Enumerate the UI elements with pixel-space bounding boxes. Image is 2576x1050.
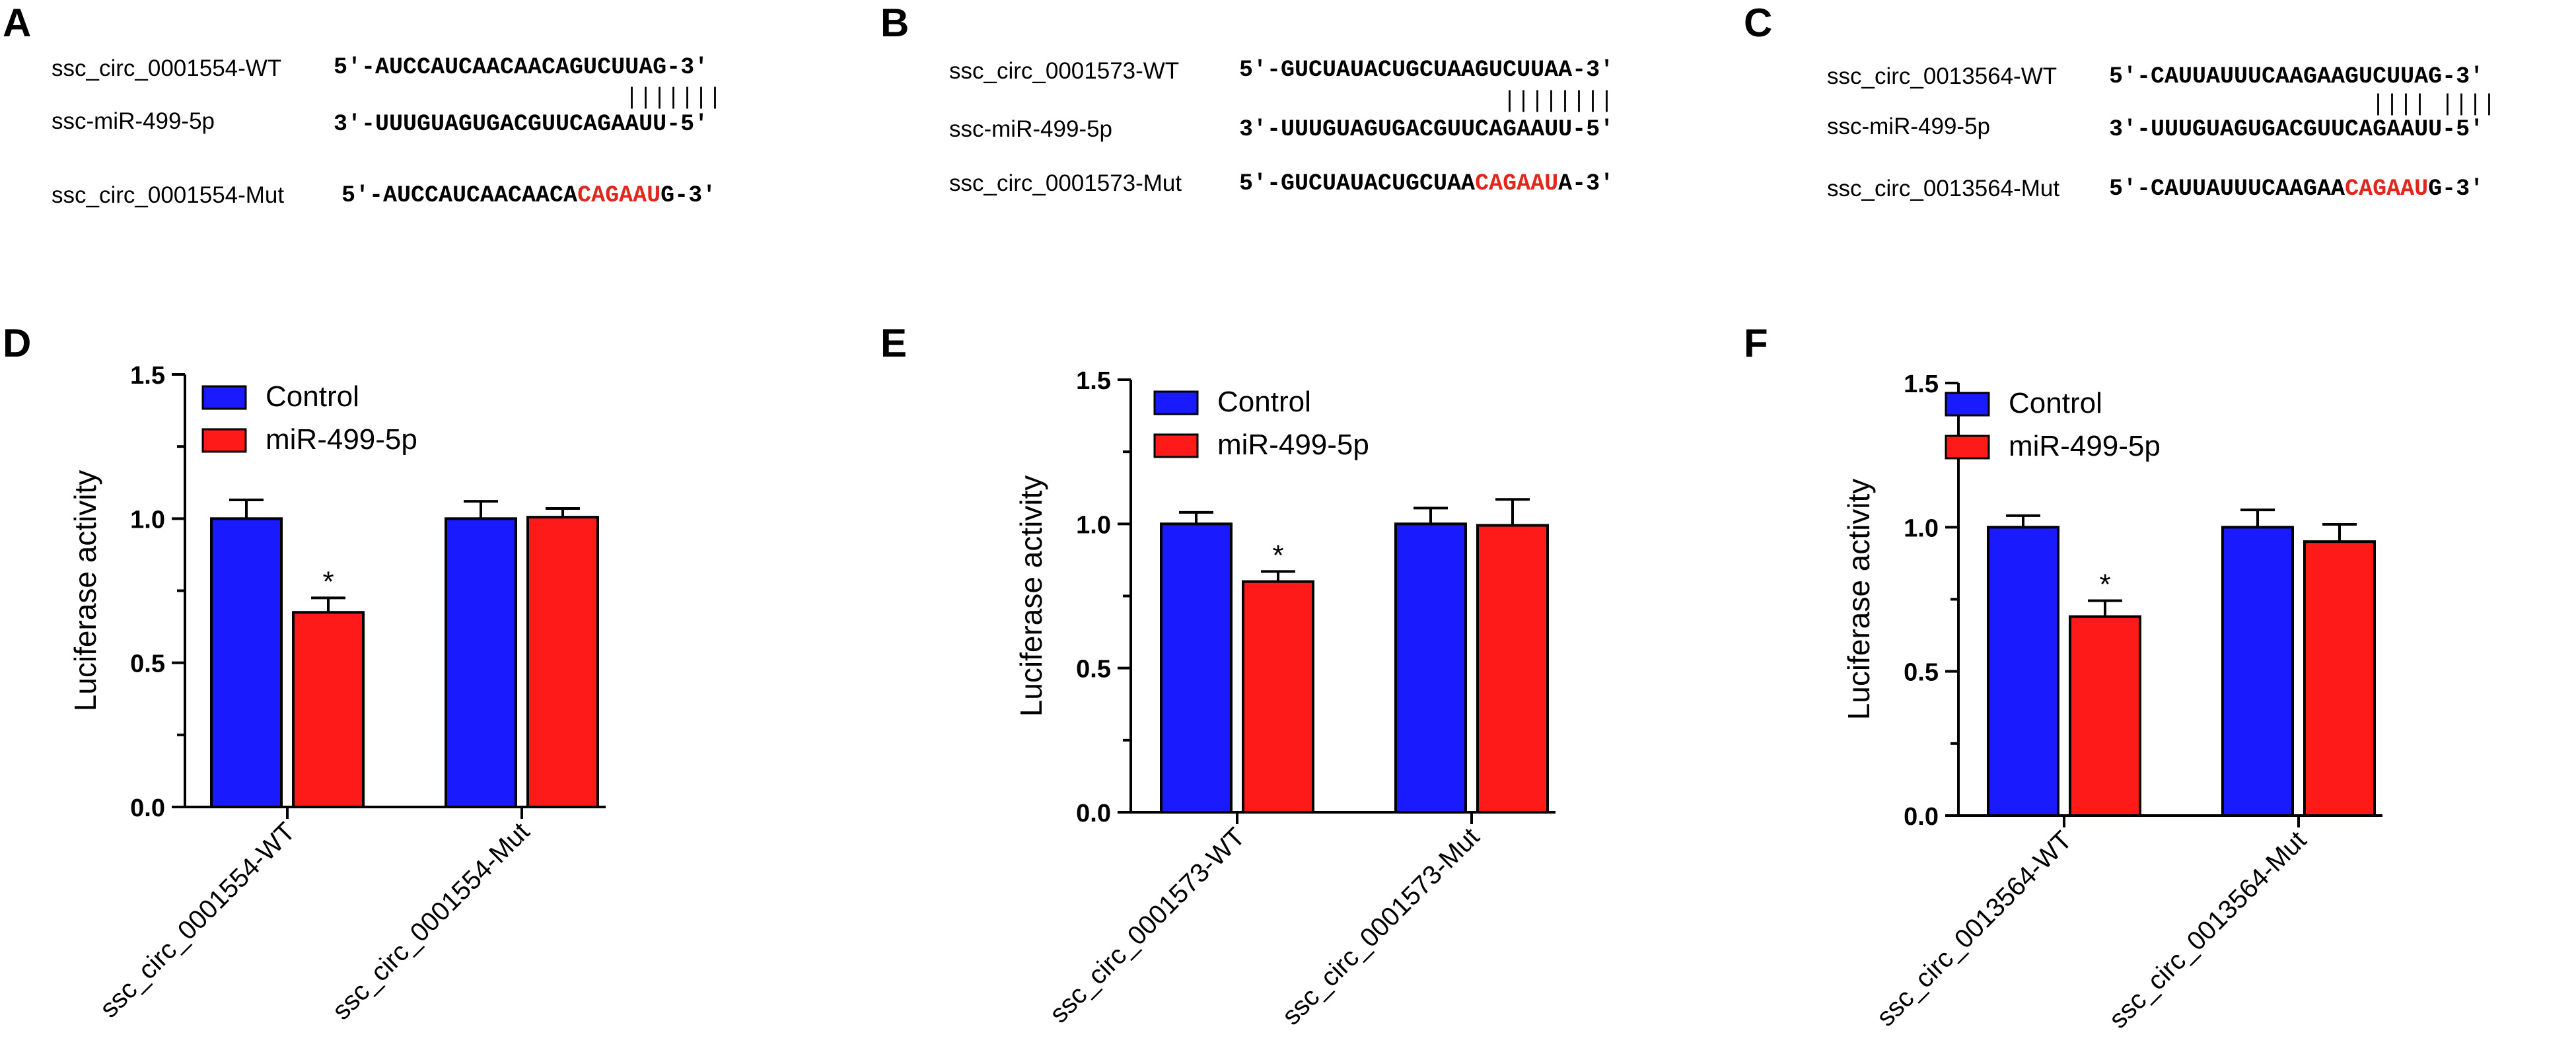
mir-name: ssc-miR-499-5p bbox=[52, 108, 215, 134]
legend-swatch bbox=[1945, 392, 1990, 417]
bar bbox=[445, 517, 517, 808]
y-tick-label: 0.0 bbox=[130, 794, 165, 822]
y-tick-label: 0.5 bbox=[1076, 656, 1111, 683]
significance-marker: * bbox=[1272, 539, 1283, 571]
mut-suffix: G-3′ bbox=[2428, 176, 2484, 202]
bar bbox=[1476, 524, 1549, 814]
legend-label: miR-499-5p bbox=[1217, 429, 1369, 461]
mut-highlight: CAGAAU bbox=[1475, 170, 1559, 197]
mut-highlight: CAGAAU bbox=[577, 182, 661, 209]
mut-name: ssc_circ_0001573-Mut bbox=[949, 170, 1182, 196]
y-tick-label: 1.5 bbox=[130, 362, 165, 390]
x-tick-label: ssc_circ_0013564-Mut bbox=[2104, 825, 2312, 1034]
significance-marker: * bbox=[2099, 569, 2110, 601]
mut-suffix: G-3′ bbox=[661, 182, 717, 209]
mut-sequence: 5′-CAUUAUUUCAAGAACAGAAUG-3′ bbox=[2109, 176, 2484, 202]
legend-label: Control bbox=[1217, 386, 1311, 418]
y-tick-label: 1.5 bbox=[1904, 370, 1939, 398]
panel-label-e: E bbox=[880, 321, 908, 365]
bar bbox=[292, 611, 365, 808]
legend-swatch bbox=[201, 385, 247, 410]
mut-name: ssc_circ_0013564-Mut bbox=[1827, 176, 2060, 201]
significance-marker: * bbox=[322, 565, 334, 598]
bar bbox=[2069, 615, 2141, 817]
mut-prefix: 5′-GUCUAUACUGCUAA bbox=[1239, 170, 1476, 197]
mir-sequence: 3′-UUUGUAGUGACGUUCAGAAUU-5′ bbox=[1239, 116, 1614, 143]
legend-label: miR-499-5p bbox=[2009, 430, 2161, 462]
panel-label-c: C bbox=[1744, 1, 1773, 45]
pairing-lines: |||| |||| bbox=[2371, 91, 2497, 118]
panel-label-a: A bbox=[3, 1, 32, 45]
y-axis-label: Luciferase activity bbox=[1842, 479, 1876, 720]
legend-label: Control bbox=[266, 380, 359, 413]
y-tick-label: 1.5 bbox=[1076, 367, 1111, 395]
y-tick-label: 0.0 bbox=[1076, 800, 1111, 827]
legend-swatch bbox=[1153, 390, 1199, 415]
bar bbox=[1242, 580, 1314, 814]
bar bbox=[2221, 526, 2294, 817]
mir-name: ssc-miR-499-5p bbox=[1827, 114, 1990, 139]
y-axis-label: Luciferase activity bbox=[68, 470, 102, 712]
mut-prefix: 5′-CAUUAUUUCAAGAA bbox=[2109, 176, 2345, 202]
wt-name: ssc_circ_0001573-WT bbox=[949, 58, 1180, 84]
wt-name: ssc_circ_0001554-WT bbox=[52, 55, 282, 81]
x-tick-label: ssc_circ_0013564-WT bbox=[1871, 825, 2077, 1032]
mut-prefix: 5′-AUCCAUCAACAACA bbox=[341, 182, 578, 209]
y-tick-label: 1.0 bbox=[1076, 511, 1111, 539]
pairing-lines: |||||||| bbox=[1503, 88, 1614, 114]
wt-sequence: 5′-AUCCAUCAACAACAGUCUUAG-3′ bbox=[334, 54, 709, 81]
pairing-lines: ||||||| bbox=[625, 85, 723, 111]
mut-sequence: 5′-GUCUAUACUGCUAACAGAAUA-3′ bbox=[1239, 170, 1614, 197]
panel-label-d: D bbox=[3, 321, 32, 365]
bar bbox=[526, 516, 599, 809]
y-tick-label: 0.5 bbox=[130, 650, 165, 678]
mut-highlight: CAGAAU bbox=[2345, 176, 2429, 202]
mir-name: ssc-miR-499-5p bbox=[949, 116, 1112, 142]
bar bbox=[210, 517, 283, 808]
legend-label: Control bbox=[2009, 387, 2102, 419]
mut-sequence: 5′-AUCCAUCAACAACACAGAAUG-3′ bbox=[341, 182, 716, 209]
bar bbox=[1987, 526, 2059, 817]
panel-label-f: F bbox=[1744, 321, 1768, 365]
legend-swatch bbox=[201, 428, 247, 453]
y-tick-label: 1.0 bbox=[1904, 514, 1939, 542]
y-axis-label: Luciferase activity bbox=[1014, 475, 1048, 717]
wt-name: ssc_circ_0013564-WT bbox=[1827, 63, 2057, 89]
y-tick-label: 0.5 bbox=[1904, 659, 1939, 687]
y-tick-label: 1.0 bbox=[130, 506, 165, 534]
wt-sequence: 5′-CAUUAUUUCAAGAAGUCUUAG-3′ bbox=[2109, 63, 2484, 90]
wt-sequence: 5′-GUCUAUACUGCUAAGUCUUAA-3′ bbox=[1239, 57, 1614, 83]
legend-swatch bbox=[1153, 433, 1199, 458]
mut-name: ssc_circ_0001554-Mut bbox=[52, 182, 285, 208]
legend-swatch bbox=[1945, 435, 1990, 460]
legend-label: miR-499-5p bbox=[266, 423, 417, 456]
mir-sequence: 3′-UUUGUAGUGACGUUCAGAAUU-5′ bbox=[334, 111, 709, 137]
bar bbox=[2303, 540, 2376, 818]
y-tick-label: 0.0 bbox=[1904, 803, 1939, 831]
panel-label-b: B bbox=[880, 1, 910, 45]
bar bbox=[1394, 522, 1467, 814]
mir-sequence: 3′-UUUGUAGUGACGUUCAGAAUU-5′ bbox=[2109, 116, 2484, 143]
bar bbox=[1160, 522, 1233, 814]
mut-suffix: A-3′ bbox=[1558, 170, 1614, 197]
